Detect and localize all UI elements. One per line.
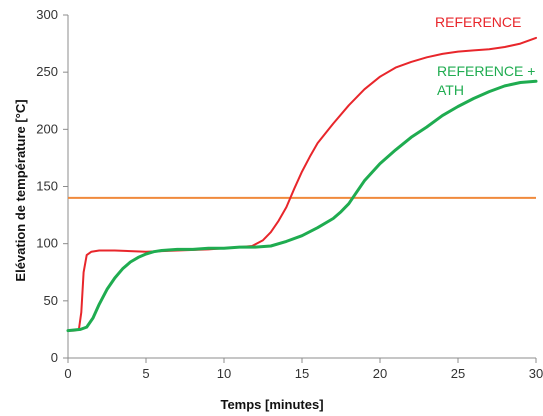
y-axis-title: Elévation de température [°C] bbox=[13, 99, 28, 281]
x-tick-label: 5 bbox=[142, 366, 149, 381]
y-tick-label: 50 bbox=[44, 293, 58, 308]
ticks: 0 50 100 150 200 250 300 0 5 10 15 20 25 30 bbox=[36, 7, 543, 381]
x-tick-label: 20 bbox=[373, 366, 387, 381]
x-tick-label: 30 bbox=[529, 366, 543, 381]
series-line-reference-ath bbox=[66, 79, 538, 333]
series-line-reference bbox=[67, 36, 537, 332]
series-lines bbox=[66, 36, 538, 333]
x-tick-label: 10 bbox=[217, 366, 231, 381]
y-tick-label: 300 bbox=[36, 7, 58, 22]
y-tick-label: 150 bbox=[36, 179, 58, 194]
x-tick-label: 0 bbox=[64, 366, 71, 381]
series-label-reference-ath: REFERENCE + ATH bbox=[437, 63, 535, 98]
y-tick-label: 0 bbox=[51, 350, 58, 365]
x-axis-title: Temps [minutes] bbox=[220, 397, 323, 412]
x-tick-label: 25 bbox=[451, 366, 465, 381]
series-label-reference: REFERENCE bbox=[435, 14, 521, 30]
x-tick-label: 15 bbox=[295, 366, 309, 381]
y-tick-label: 250 bbox=[36, 64, 58, 79]
series-labels: REFERENCE REFERENCE + ATH bbox=[435, 14, 535, 98]
y-tick-label: 200 bbox=[36, 121, 58, 136]
y-tick-label: 100 bbox=[36, 236, 58, 251]
